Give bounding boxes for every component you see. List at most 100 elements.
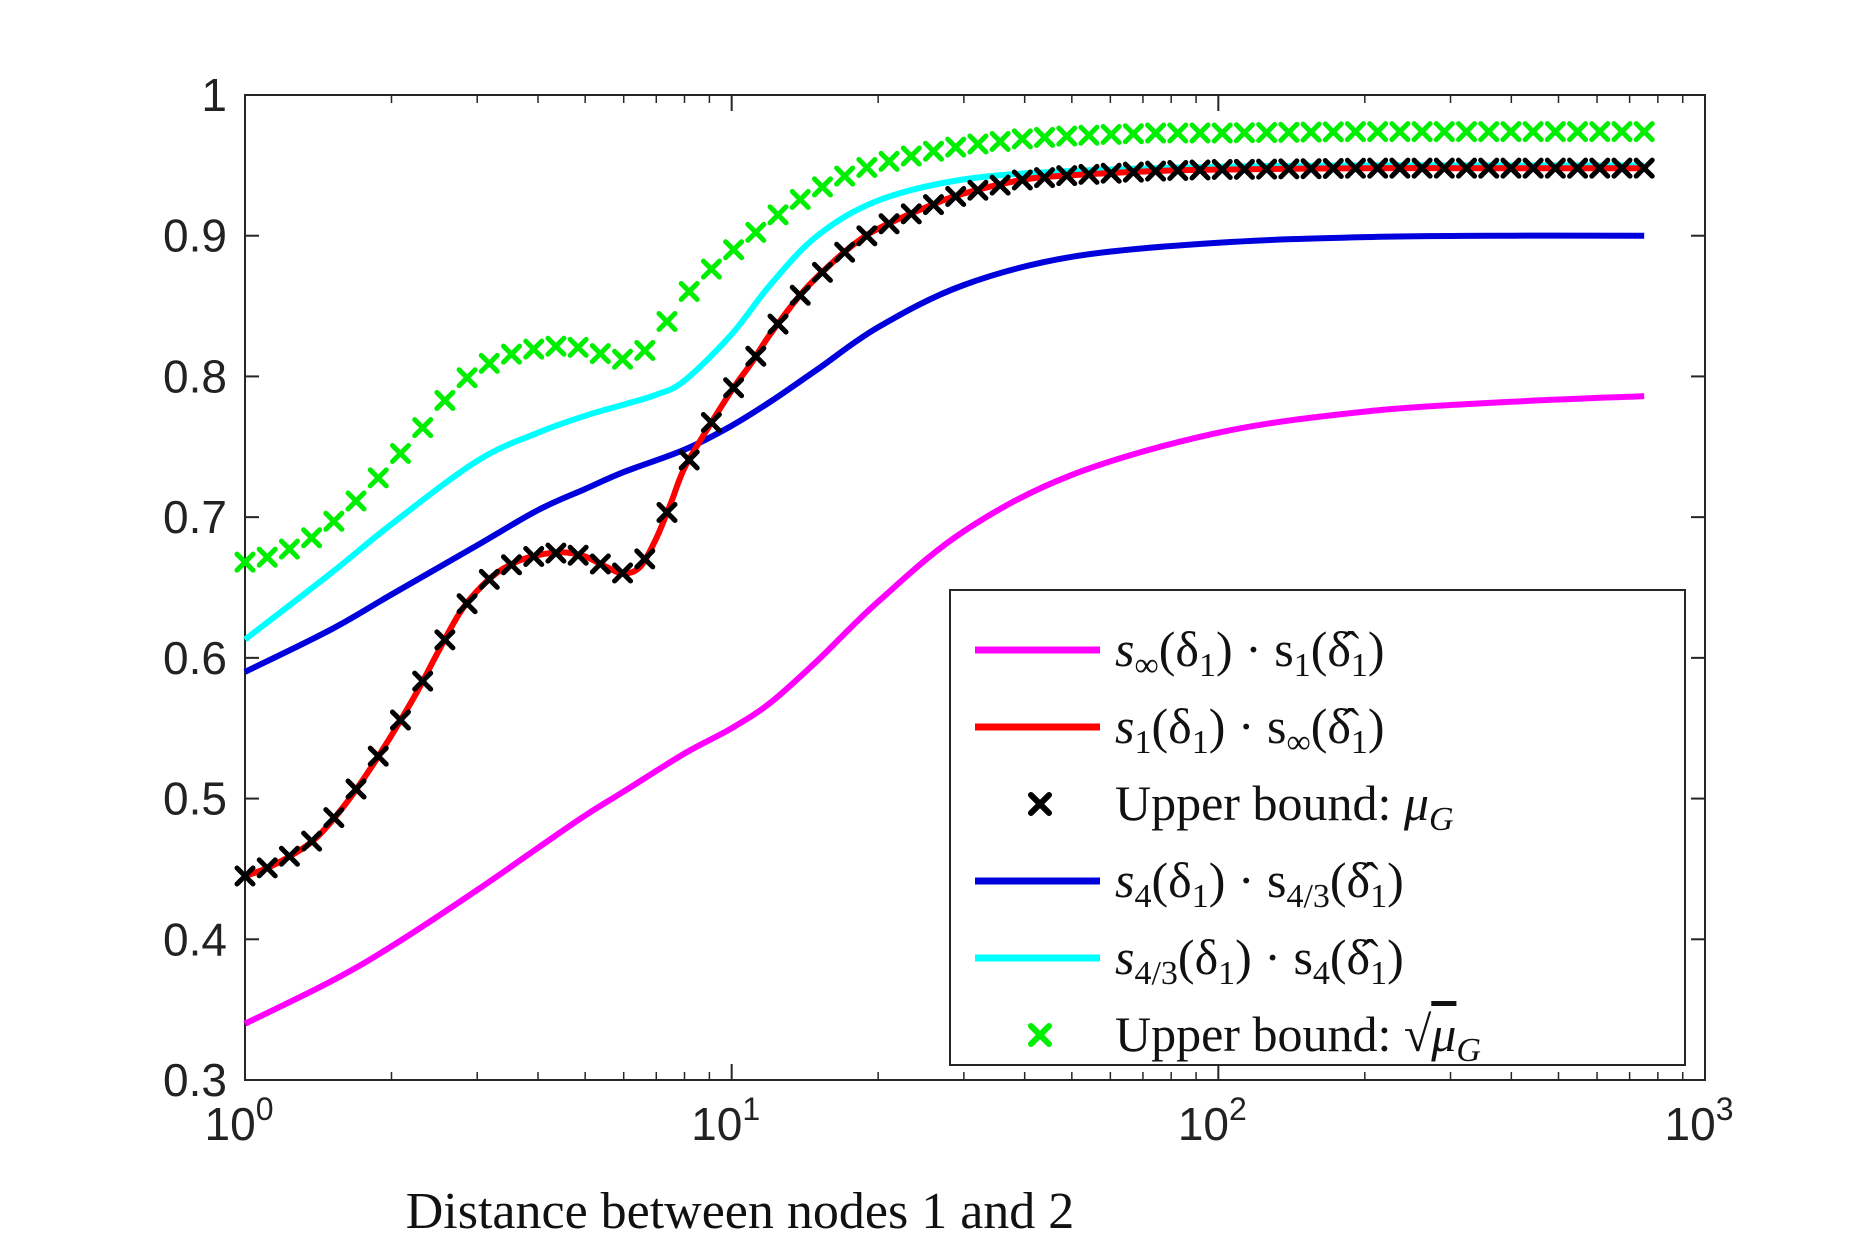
series-marker [1211,159,1233,181]
series-marker [789,284,811,306]
x-tick-exponent: 1 [742,1091,760,1127]
series-marker [989,174,1011,196]
series-marker [234,865,256,887]
series-marker [1389,157,1411,179]
legend-box [949,589,1686,1066]
series-marker [745,221,767,243]
legend-label-part: 1 [1192,878,1209,915]
series-marker [278,538,300,560]
legend-label-part: ) · s [1235,929,1313,985]
y-tick-label: 0.9 [163,210,227,262]
series-marker [501,343,523,365]
series-marker [278,845,300,867]
series-marker [1256,122,1278,144]
legend-label-part: ) [1368,698,1385,754]
legend-label-part: s [1115,698,1134,754]
legend-label-part: (δ̂ [1330,929,1378,985]
legend-entry: Upper bound: μG [1028,775,1454,838]
legend-label-part: ) [1387,852,1404,908]
y-tick-label: 0.8 [163,350,227,402]
series-marker [501,554,523,576]
series-marker [1211,122,1233,144]
legend-label-part: s [1115,621,1134,677]
series-marker [1478,121,1500,143]
series-marker [945,185,967,207]
legend-label-part: ) · s [1216,621,1294,677]
x-tick-base: 10 [1665,1098,1716,1150]
legend-label-part: 4 [1313,955,1330,992]
legend-label-part: 1 [1351,724,1368,761]
legend-entry: s1(δ1) · s∞(δ̂1) [975,698,1385,761]
y-tick-label: 1 [201,69,227,121]
series-marker [1100,124,1122,146]
series-marker [567,336,589,358]
series-marker [434,389,456,411]
series-marker [1411,157,1433,179]
legend-label-part: ∞ [1286,724,1310,761]
series-marker [945,136,967,158]
series-marker [1633,157,1655,179]
legend-label-part: G [1456,1032,1481,1069]
series-marker [656,501,678,523]
legend-label-part: 4 [1134,878,1151,915]
series-marker [700,412,722,434]
legend-label-part: 1 [1199,647,1216,684]
series-marker [434,629,456,651]
series-marker [967,133,989,155]
series-marker [545,542,567,564]
series-line [243,393,1645,1027]
y-tick-label: 0.5 [163,773,227,825]
series-marker [1367,157,1389,179]
series-marker [389,443,411,465]
legend-label-part: 1 [1370,955,1387,992]
series-marker [1189,122,1211,144]
series-marker [856,225,878,247]
series-marker [767,313,789,335]
series-marker [1145,160,1167,182]
legend-entry: s4/3(δ1) · s4(δ̂1) [975,929,1404,992]
series-marker [1256,158,1278,180]
y-tick-label: 0.4 [163,913,227,965]
series-marker [1278,121,1300,143]
legend-label-part: ) · s [1209,852,1287,908]
series-marker [1522,157,1544,179]
series-2 [234,157,1655,887]
series-line [243,232,1645,675]
series-marker [1456,121,1478,143]
series-marker [256,546,278,568]
legend-label-part: 1 [1351,647,1368,684]
x-tick-exponent: 0 [256,1091,274,1127]
series-marker [856,157,878,179]
legend-label-part: 1 [1294,647,1311,684]
series-marker [700,258,722,280]
legend-label-part: G [1429,801,1454,838]
legend-label: s∞(δ1) · s1(δ̂1) [1115,621,1385,684]
series-0 [243,393,1645,1027]
series-marker [1167,160,1189,182]
series-marker [345,778,367,800]
legend-label-part: ∞ [1134,647,1158,684]
series-marker [1567,157,1589,179]
series-marker [367,745,389,767]
series-marker [878,150,900,172]
legend-entry: s∞(δ1) · s1(δ̂1) [975,621,1385,684]
series-marker [678,449,700,471]
series-marker [834,241,856,263]
series-marker [256,857,278,879]
legend-label: s4(δ1) · s4/3(δ̂1) [1115,852,1404,915]
legend-entry: s4(δ1) · s4/3(δ̂1) [975,852,1404,915]
legend-entry: Upper bound: √μG [1028,1006,1481,1069]
series-marker [900,203,922,225]
y-axis: 0.3 0.4 0.5 0.6 0.7 0.8 0.9 1 [163,69,1705,1106]
y-tick-label: 0.7 [163,491,227,543]
series-marker [1233,122,1255,144]
series-marker [523,545,545,567]
series-marker [389,709,411,731]
legend-swatch-marker [1028,1023,1052,1047]
series-marker [1233,158,1255,180]
series-marker [456,367,478,389]
legend-label-part: Upper bound: [1115,1006,1404,1062]
series-marker [922,140,944,162]
series-marker [1589,121,1611,143]
x-tick-label: 102 [1178,1091,1247,1150]
